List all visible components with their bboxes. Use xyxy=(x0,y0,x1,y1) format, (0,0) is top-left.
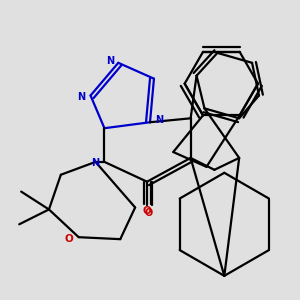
Text: N: N xyxy=(155,115,163,125)
Text: N: N xyxy=(92,158,100,168)
Text: O: O xyxy=(64,234,73,244)
Text: O: O xyxy=(145,208,153,218)
Text: N: N xyxy=(78,92,86,101)
Text: O: O xyxy=(143,206,152,216)
Text: N: N xyxy=(106,56,114,66)
